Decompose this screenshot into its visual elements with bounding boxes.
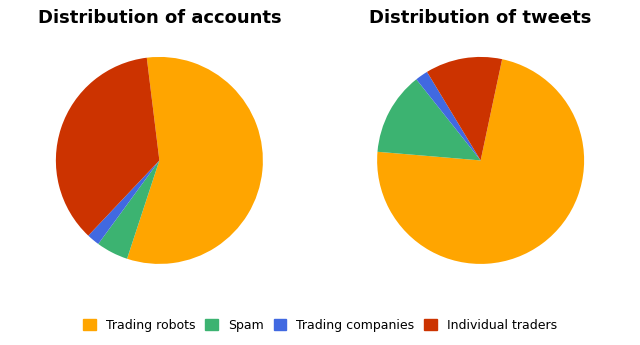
Legend: Trading robots, Spam, Trading companies, Individual traders: Trading robots, Spam, Trading companies,… bbox=[79, 315, 561, 335]
Wedge shape bbox=[99, 160, 159, 259]
Wedge shape bbox=[88, 160, 159, 244]
Wedge shape bbox=[56, 58, 159, 236]
Wedge shape bbox=[378, 79, 481, 160]
Title: Distribution of tweets: Distribution of tweets bbox=[369, 9, 592, 27]
Wedge shape bbox=[377, 59, 584, 264]
Wedge shape bbox=[417, 72, 481, 160]
Wedge shape bbox=[427, 57, 502, 160]
Title: Distribution of accounts: Distribution of accounts bbox=[38, 9, 281, 27]
Wedge shape bbox=[127, 57, 263, 264]
